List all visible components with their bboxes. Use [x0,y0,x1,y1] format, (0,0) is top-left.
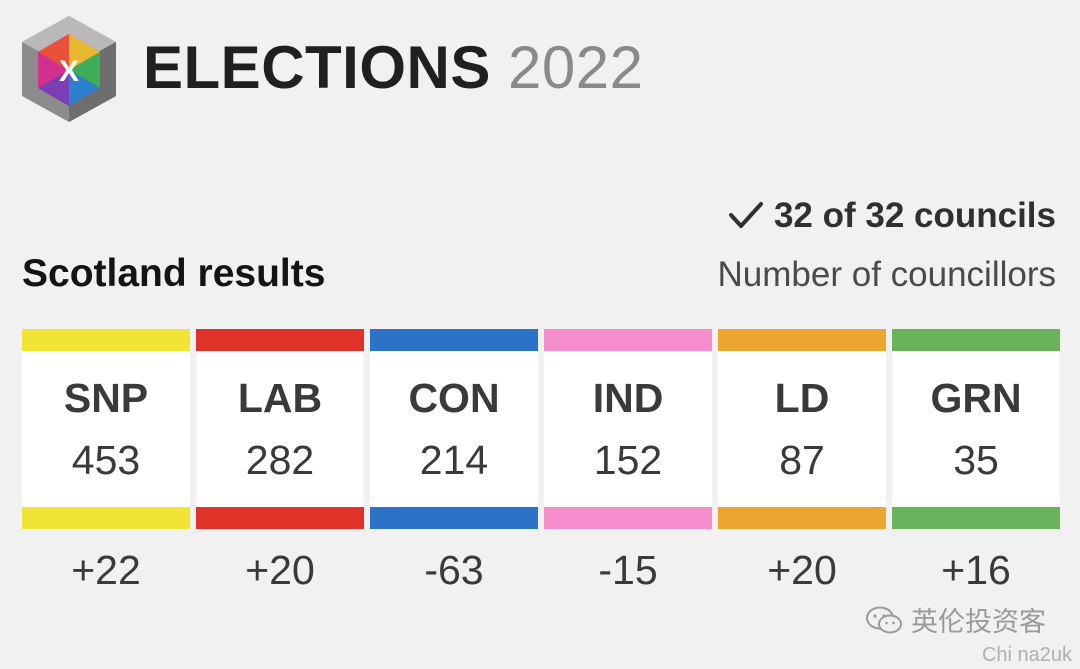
party-seats: 35 [953,437,999,483]
party-card-box: SNP 453 [22,329,190,529]
party-color-bar-top [718,329,886,351]
party-color-bar-bottom [196,507,364,529]
party-color-bar-top [370,329,538,351]
party-card-con: CON 214 -63 [370,329,538,594]
party-seats: 453 [71,437,141,483]
party-abbr: LAB [237,375,323,421]
party-color-bar-bottom [892,507,1060,529]
party-color-bar-top [544,329,712,351]
wechat-icon [866,606,902,633]
party-abbr: GRN [930,375,1022,421]
councils-status: 32 of 32 councils [728,196,1056,236]
party-card-ld: LD 87 +20 [718,329,886,594]
party-card-box: GRN 35 [892,329,1060,529]
section-title: Scotland results [22,252,326,295]
party-change: +20 [767,547,837,593]
title-year: 2022 [508,34,644,101]
party-seats: 87 [779,437,825,483]
page-title: ELECTIONS 2022 [143,32,644,104]
title-elections: ELECTIONS [143,34,491,101]
party-change: +22 [71,547,141,593]
logo-letter: X [59,55,79,88]
party-color-bar-bottom [370,507,538,529]
party-color-bar-top [196,329,364,351]
party-color-bar-bottom [22,507,190,529]
party-color-bar-top [22,329,190,351]
watermark-subtext: Chi na2uk [981,644,1072,666]
party-card-grn: GRN 35 +16 [892,329,1060,594]
party-change: -15 [598,547,658,593]
elections-logo-icon: X [22,16,116,122]
party-card-lab: LAB 282 +20 [196,329,364,594]
watermark-text: 英伦投资客 [911,607,1046,637]
party-card-box: IND 152 [544,329,712,529]
watermark: 英伦投资客 [865,600,1046,639]
party-card-box: LD 87 [718,329,886,529]
party-change: +16 [941,547,1011,593]
party-card-box: LAB 282 [196,329,364,529]
units-label: Number of councillors [717,255,1056,294]
party-card-ind: IND 152 -15 [544,329,712,594]
party-seats: 282 [245,437,315,483]
party-change: -63 [424,547,484,593]
check-icon [728,202,763,228]
party-card-box: CON 214 [370,329,538,529]
party-color-bar-bottom [544,507,712,529]
party-abbr: IND [592,375,664,421]
party-change: +20 [245,547,315,593]
party-abbr: CON [408,375,500,421]
party-color-bar-bottom [718,507,886,529]
party-abbr: LD [774,375,830,421]
party-abbr: SNP [63,375,149,421]
party-card-snp: SNP 453 +22 [22,329,190,594]
councils-count: 32 of 32 councils [773,196,1056,235]
party-color-bar-top [892,329,1060,351]
party-seats: 214 [419,437,489,483]
party-results: SNP 453 +22 LAB 282 +20 CON 214 -63 IND … [22,329,1060,594]
party-seats: 152 [593,437,663,483]
